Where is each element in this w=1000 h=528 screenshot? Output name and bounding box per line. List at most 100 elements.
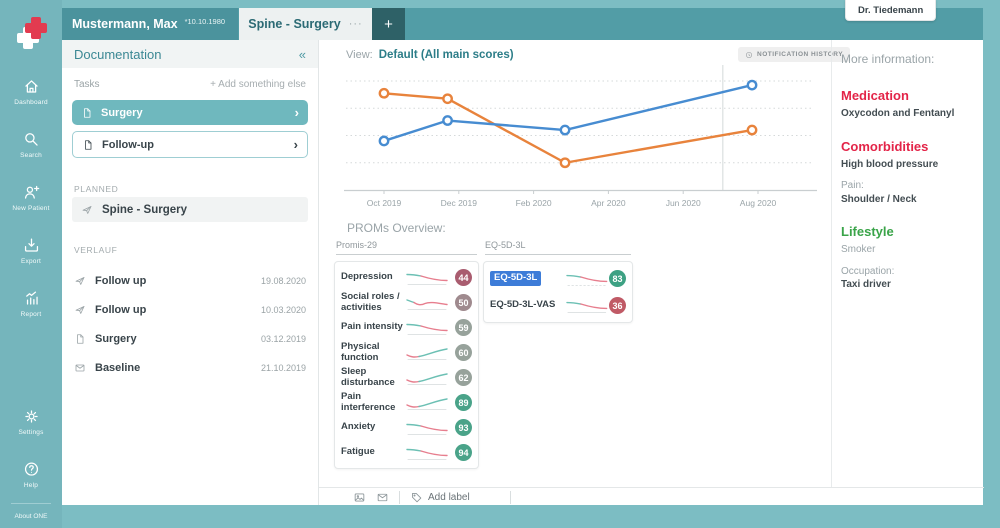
sidebar-item-search[interactable]: Search bbox=[12, 130, 49, 159]
sidebar-item-new-patient[interactable]: New Patient bbox=[12, 183, 49, 212]
info-line: Occupation: bbox=[841, 265, 895, 277]
history-item-label: Follow up bbox=[95, 303, 147, 316]
prom-row-social-roles-activities[interactable]: Social roles / activities 50 bbox=[341, 290, 472, 315]
task-label: Surgery bbox=[101, 106, 143, 119]
prom-row-sleep-disturbance[interactable]: Sleep disturbance 62 bbox=[341, 365, 472, 390]
view-label: View: bbox=[346, 49, 373, 61]
send-icon bbox=[81, 204, 93, 216]
data-point-orange[interactable] bbox=[746, 124, 758, 136]
data-point-orange[interactable] bbox=[559, 157, 571, 169]
doctor-badge[interactable]: Dr. Tiedemann bbox=[845, 0, 937, 21]
documentation-title: Documentation bbox=[74, 46, 162, 62]
add-label-button[interactable]: Add label bbox=[410, 491, 470, 504]
tasks-label: Tasks bbox=[74, 78, 100, 90]
data-point-orange[interactable] bbox=[378, 87, 390, 99]
info-section-heading: Comorbidities bbox=[841, 138, 929, 154]
history-item-baseline[interactable]: Baseline 21.10.2019 bbox=[74, 353, 306, 382]
sidebar-item-label: New Patient bbox=[12, 205, 50, 212]
sidebar-item-dashboard[interactable]: Dashboard bbox=[12, 77, 49, 106]
task-label: Follow-up bbox=[102, 138, 154, 151]
prom-row-anxiety[interactable]: Anxiety 93 bbox=[341, 415, 472, 440]
prom-row-eq-5d-3l-vas[interactable]: EQ-5D-3L-VAS 36 bbox=[490, 292, 626, 319]
data-point-blue[interactable] bbox=[442, 115, 453, 126]
prom-label: EQ-5D-3L bbox=[490, 271, 563, 286]
sidebar-item-label: Settings bbox=[18, 429, 44, 436]
scores-chart: Oct 2019 Dec 2019 Feb 2020 Apr 2020 Jun 2020… bbox=[331, 58, 831, 216]
proms-group-title: EQ-5D-3L bbox=[485, 240, 631, 255]
view-value-dropdown[interactable]: Default (All main scores) bbox=[378, 49, 514, 61]
sidebar-item-report[interactable]: Report bbox=[12, 289, 49, 318]
prom-label: Physical function bbox=[341, 340, 380, 363]
data-point-blue[interactable] bbox=[559, 124, 571, 136]
tab-menu-icon[interactable]: ··· bbox=[348, 18, 363, 30]
prom-label: Depression bbox=[341, 271, 393, 283]
prom-row-physical-function[interactable]: Physical function 60 bbox=[341, 340, 472, 365]
image-attachment-icon[interactable] bbox=[353, 491, 366, 504]
tasks-header-row: Tasks + Add something else bbox=[74, 76, 306, 92]
data-point-blue[interactable] bbox=[378, 135, 390, 147]
info-line: Taxi driver bbox=[841, 279, 891, 290]
proms-group-promis29: Promis-29 Depression 44 Social roles / acti… bbox=[334, 240, 479, 469]
add-tab-button[interactable]: + bbox=[372, 8, 405, 40]
prom-score-badge: 83 bbox=[609, 270, 626, 287]
app-logo-icon[interactable] bbox=[9, 9, 53, 53]
sidebar: Dashboard Search New Patient Export Report S… bbox=[0, 0, 62, 528]
prom-score-badge: 36 bbox=[609, 297, 626, 314]
export-icon bbox=[22, 236, 41, 255]
prom-row-depression[interactable]: Depression 44 bbox=[341, 265, 472, 290]
search-icon bbox=[22, 130, 41, 149]
sparkline bbox=[406, 423, 448, 435]
history-item-follow-up[interactable]: Follow up 10.03.2020 bbox=[74, 295, 306, 324]
person-plus-icon bbox=[22, 183, 41, 202]
document-icon bbox=[74, 333, 86, 345]
mail-icon[interactable] bbox=[376, 491, 389, 504]
sparkline bbox=[406, 397, 448, 410]
sparkline bbox=[566, 301, 608, 313]
chevron-right-icon: › bbox=[293, 137, 298, 152]
prom-row-fatigue[interactable]: Fatigue 94 bbox=[341, 440, 472, 465]
info-section-medication: Medication Oxycodon and Fentanyl bbox=[841, 88, 984, 121]
tab-spine-surgery[interactable]: Spine - Surgery ··· bbox=[239, 8, 372, 40]
more-information-panel: More information: Medication Oxycodon and… bbox=[831, 40, 984, 487]
send-icon bbox=[74, 275, 86, 287]
sidebar-item-export[interactable]: Export bbox=[12, 236, 49, 265]
history-list: Follow up 19.08.2020 Follow up 10.03.2020 Su… bbox=[74, 266, 306, 382]
sidebar-divider bbox=[11, 503, 51, 504]
prom-label: Pain interference bbox=[341, 390, 396, 413]
task-list: Surgery › Follow-up › bbox=[72, 100, 308, 164]
proms-overview-title: PROMs Overview: bbox=[347, 221, 446, 235]
prom-label: Social roles / activities bbox=[341, 290, 400, 313]
sidebar-item-settings[interactable]: Settings bbox=[18, 407, 43, 436]
info-line: High blood pressure bbox=[841, 158, 939, 170]
prom-row-pain-interference[interactable]: Pain interference 89 bbox=[341, 390, 472, 415]
sidebar-item-label: Export bbox=[21, 258, 41, 265]
history-item-follow-up[interactable]: Follow up 19.08.2020 bbox=[74, 266, 306, 295]
send-icon bbox=[74, 304, 86, 316]
data-point-orange[interactable] bbox=[442, 93, 453, 105]
sparkline bbox=[406, 323, 448, 335]
x-tick-label: Dec 2019 bbox=[441, 198, 478, 208]
proms-card: Depression 44 Social roles / activities 50 P… bbox=[334, 261, 479, 469]
prom-label: Sleep disturbance bbox=[341, 365, 395, 388]
prom-row-eq-5d-3l[interactable]: EQ-5D-3L 83 bbox=[490, 265, 626, 292]
collapse-panel-icon[interactable]: « bbox=[298, 46, 306, 62]
x-tick-label: Apr 2020 bbox=[591, 198, 626, 208]
prom-score-badge: 89 bbox=[455, 394, 472, 411]
data-point-blue[interactable] bbox=[746, 79, 758, 91]
notification-history-button[interactable]: NOTIFICATION HISTORY bbox=[738, 47, 851, 62]
sidebar-nav: Dashboard Search New Patient Export Report bbox=[12, 53, 49, 318]
bottom-toolbar: Add label bbox=[319, 487, 984, 506]
prom-row-pain-intensity[interactable]: Pain intensity 59 bbox=[341, 315, 472, 340]
sidebar-item-help[interactable]: Help bbox=[18, 460, 43, 489]
info-section-heading: Lifestyle bbox=[841, 224, 894, 239]
patient-tab[interactable]: Mustermann, Max *10.10.1980 bbox=[62, 8, 238, 40]
add-task-link[interactable]: + Add something else bbox=[210, 78, 306, 90]
about-one-link[interactable]: About ONE bbox=[14, 513, 48, 520]
documentation-panel: Documentation « Tasks + Add something el… bbox=[62, 40, 318, 505]
history-item-label: Follow up bbox=[95, 274, 147, 287]
task-button-follow-up[interactable]: Follow-up › bbox=[72, 131, 308, 158]
task-button-surgery[interactable]: Surgery › bbox=[72, 100, 308, 125]
planned-item[interactable]: Spine - Surgery bbox=[72, 197, 308, 222]
history-item-surgery[interactable]: Surgery 03.12.2019 bbox=[74, 324, 306, 353]
selected-prom-chip: EQ-5D-3L bbox=[490, 271, 542, 286]
